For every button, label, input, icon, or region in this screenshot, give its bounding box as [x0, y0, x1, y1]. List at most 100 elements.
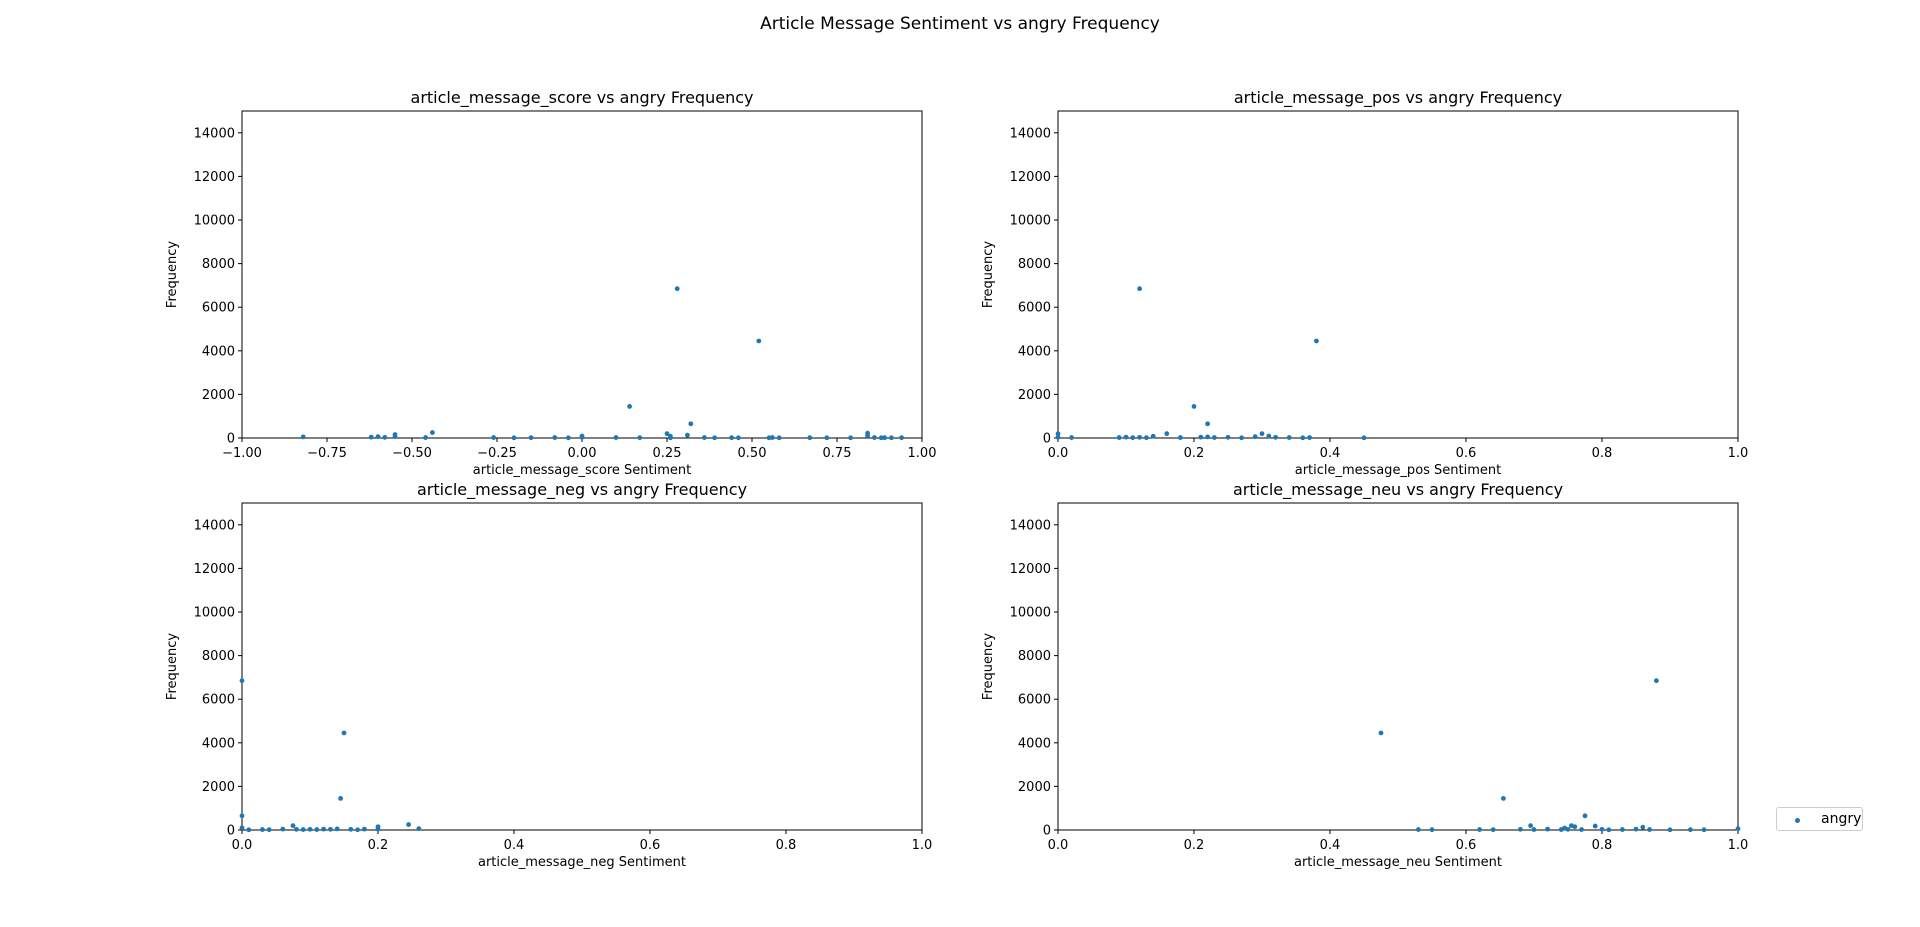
x-axis-label: article_message_score Sentiment [473, 463, 691, 478]
data-point [1531, 827, 1537, 832]
y-tick-label: 6000 [202, 693, 235, 708]
data-point [824, 435, 830, 441]
subplot-4: article_message_neu vs angry Frequency 0.… [981, 480, 1748, 870]
data-point [1178, 435, 1183, 440]
data-point [266, 827, 272, 833]
data-point [314, 827, 320, 832]
data-point [1606, 827, 1612, 833]
data-point [294, 826, 299, 832]
y-tick-label: 4000 [202, 344, 235, 359]
data-point [889, 435, 894, 441]
subplot-title: article_message_neg vs angry Frequency [417, 480, 747, 500]
x-tick-label: −0.75 [307, 446, 347, 461]
y-tick-label: 0 [227, 824, 235, 839]
data-point [865, 433, 870, 439]
data-point [579, 434, 585, 440]
y-tick-label: 2000 [202, 780, 235, 795]
data-point [246, 827, 252, 833]
y-tick-label: 10000 [194, 606, 235, 621]
y-tick-label: 12000 [1010, 170, 1051, 185]
data-point [807, 435, 813, 441]
axes-frame [241, 502, 923, 831]
data-point [1069, 435, 1074, 440]
data-point [300, 434, 306, 440]
data-point [627, 403, 632, 409]
data-point [1300, 435, 1306, 441]
y-axis-label: Frequency [165, 241, 180, 308]
x-tick-label: 0.25 [653, 446, 682, 461]
y-tick-label: 14000 [194, 518, 235, 533]
data-point [1416, 827, 1421, 832]
data-point [355, 827, 360, 833]
data-point [290, 823, 296, 829]
x-tick-label: 0.4 [504, 838, 525, 853]
data-point [528, 435, 534, 441]
data-point [1640, 824, 1646, 830]
data-point [688, 421, 694, 427]
data-point [1252, 434, 1258, 440]
figure-title: Article Message Sentiment vs angry Frequ… [760, 14, 1160, 34]
data-point [1225, 434, 1231, 440]
x-tick-label: 0.6 [640, 838, 661, 853]
data-point [766, 435, 772, 441]
data-point [1701, 827, 1707, 833]
data-point [491, 435, 496, 440]
y-tick-label: 6000 [1018, 693, 1051, 708]
x-tick-label: 1.0 [1728, 838, 1749, 853]
data-point [1501, 795, 1506, 801]
data-point [362, 826, 367, 832]
data-point [1286, 435, 1292, 440]
data-point [1198, 434, 1204, 440]
y-tick-label: 4000 [1018, 344, 1051, 359]
y-tick-label: 0 [227, 432, 235, 447]
y-tick-label: 8000 [1018, 257, 1051, 272]
subplot-2: article_message_pos vs angry Frequency 0.… [981, 88, 1748, 478]
x-tick-label: 0.0 [1048, 446, 1069, 461]
y-tick-label: 12000 [1010, 562, 1051, 577]
data-point [1735, 826, 1741, 832]
data-point [637, 435, 643, 441]
x-tick-label: 0.8 [1592, 838, 1613, 853]
data-point [1307, 435, 1312, 440]
x-tick-label: 1.00 [908, 446, 937, 461]
data-point [375, 434, 381, 440]
y-tick-label: 0 [1043, 432, 1051, 447]
data-point [776, 435, 782, 441]
y-axis-label: Frequency [981, 633, 996, 700]
x-tick-label: 0.6 [1456, 838, 1477, 853]
data-point [1191, 403, 1197, 409]
data-point [300, 827, 306, 832]
x-tick-label: 0.8 [1592, 446, 1613, 461]
y-tick-label: 10000 [194, 214, 235, 229]
data-point [882, 435, 887, 441]
axes-frame [241, 110, 923, 439]
data-point [685, 432, 690, 438]
subplot-1: article_message_score vs angry Frequency… [165, 88, 936, 478]
data-point [566, 435, 571, 441]
y-tick-label: 6000 [1018, 301, 1051, 316]
data-point [1164, 431, 1170, 437]
y-tick-label: 10000 [1010, 606, 1051, 621]
legend: angry [1776, 807, 1863, 831]
data-point [334, 826, 340, 832]
y-tick-label: 12000 [194, 170, 235, 185]
subplot-3: article_message_neg vs angry Frequency 0.… [165, 480, 932, 870]
data-point [375, 826, 381, 832]
y-tick-label: 0 [1043, 824, 1051, 839]
data-point [1654, 678, 1659, 684]
data-point [1137, 286, 1142, 292]
x-tick-label: 1.0 [912, 838, 933, 853]
data-point [1150, 433, 1156, 439]
y-tick-label: 14000 [194, 126, 235, 141]
y-tick-label: 2000 [202, 388, 235, 403]
data-point [416, 826, 422, 832]
subplot-title: article_message_neu vs angry Frequency [1233, 480, 1563, 500]
y-tick-label: 8000 [1018, 649, 1051, 664]
x-tick-label: 1.0 [1728, 446, 1749, 461]
data-point [1647, 827, 1652, 832]
y-tick-label: 14000 [1010, 126, 1051, 141]
y-axis-label: Frequency [165, 633, 180, 700]
data-point [1212, 435, 1217, 440]
y-tick-label: 4000 [202, 736, 235, 751]
